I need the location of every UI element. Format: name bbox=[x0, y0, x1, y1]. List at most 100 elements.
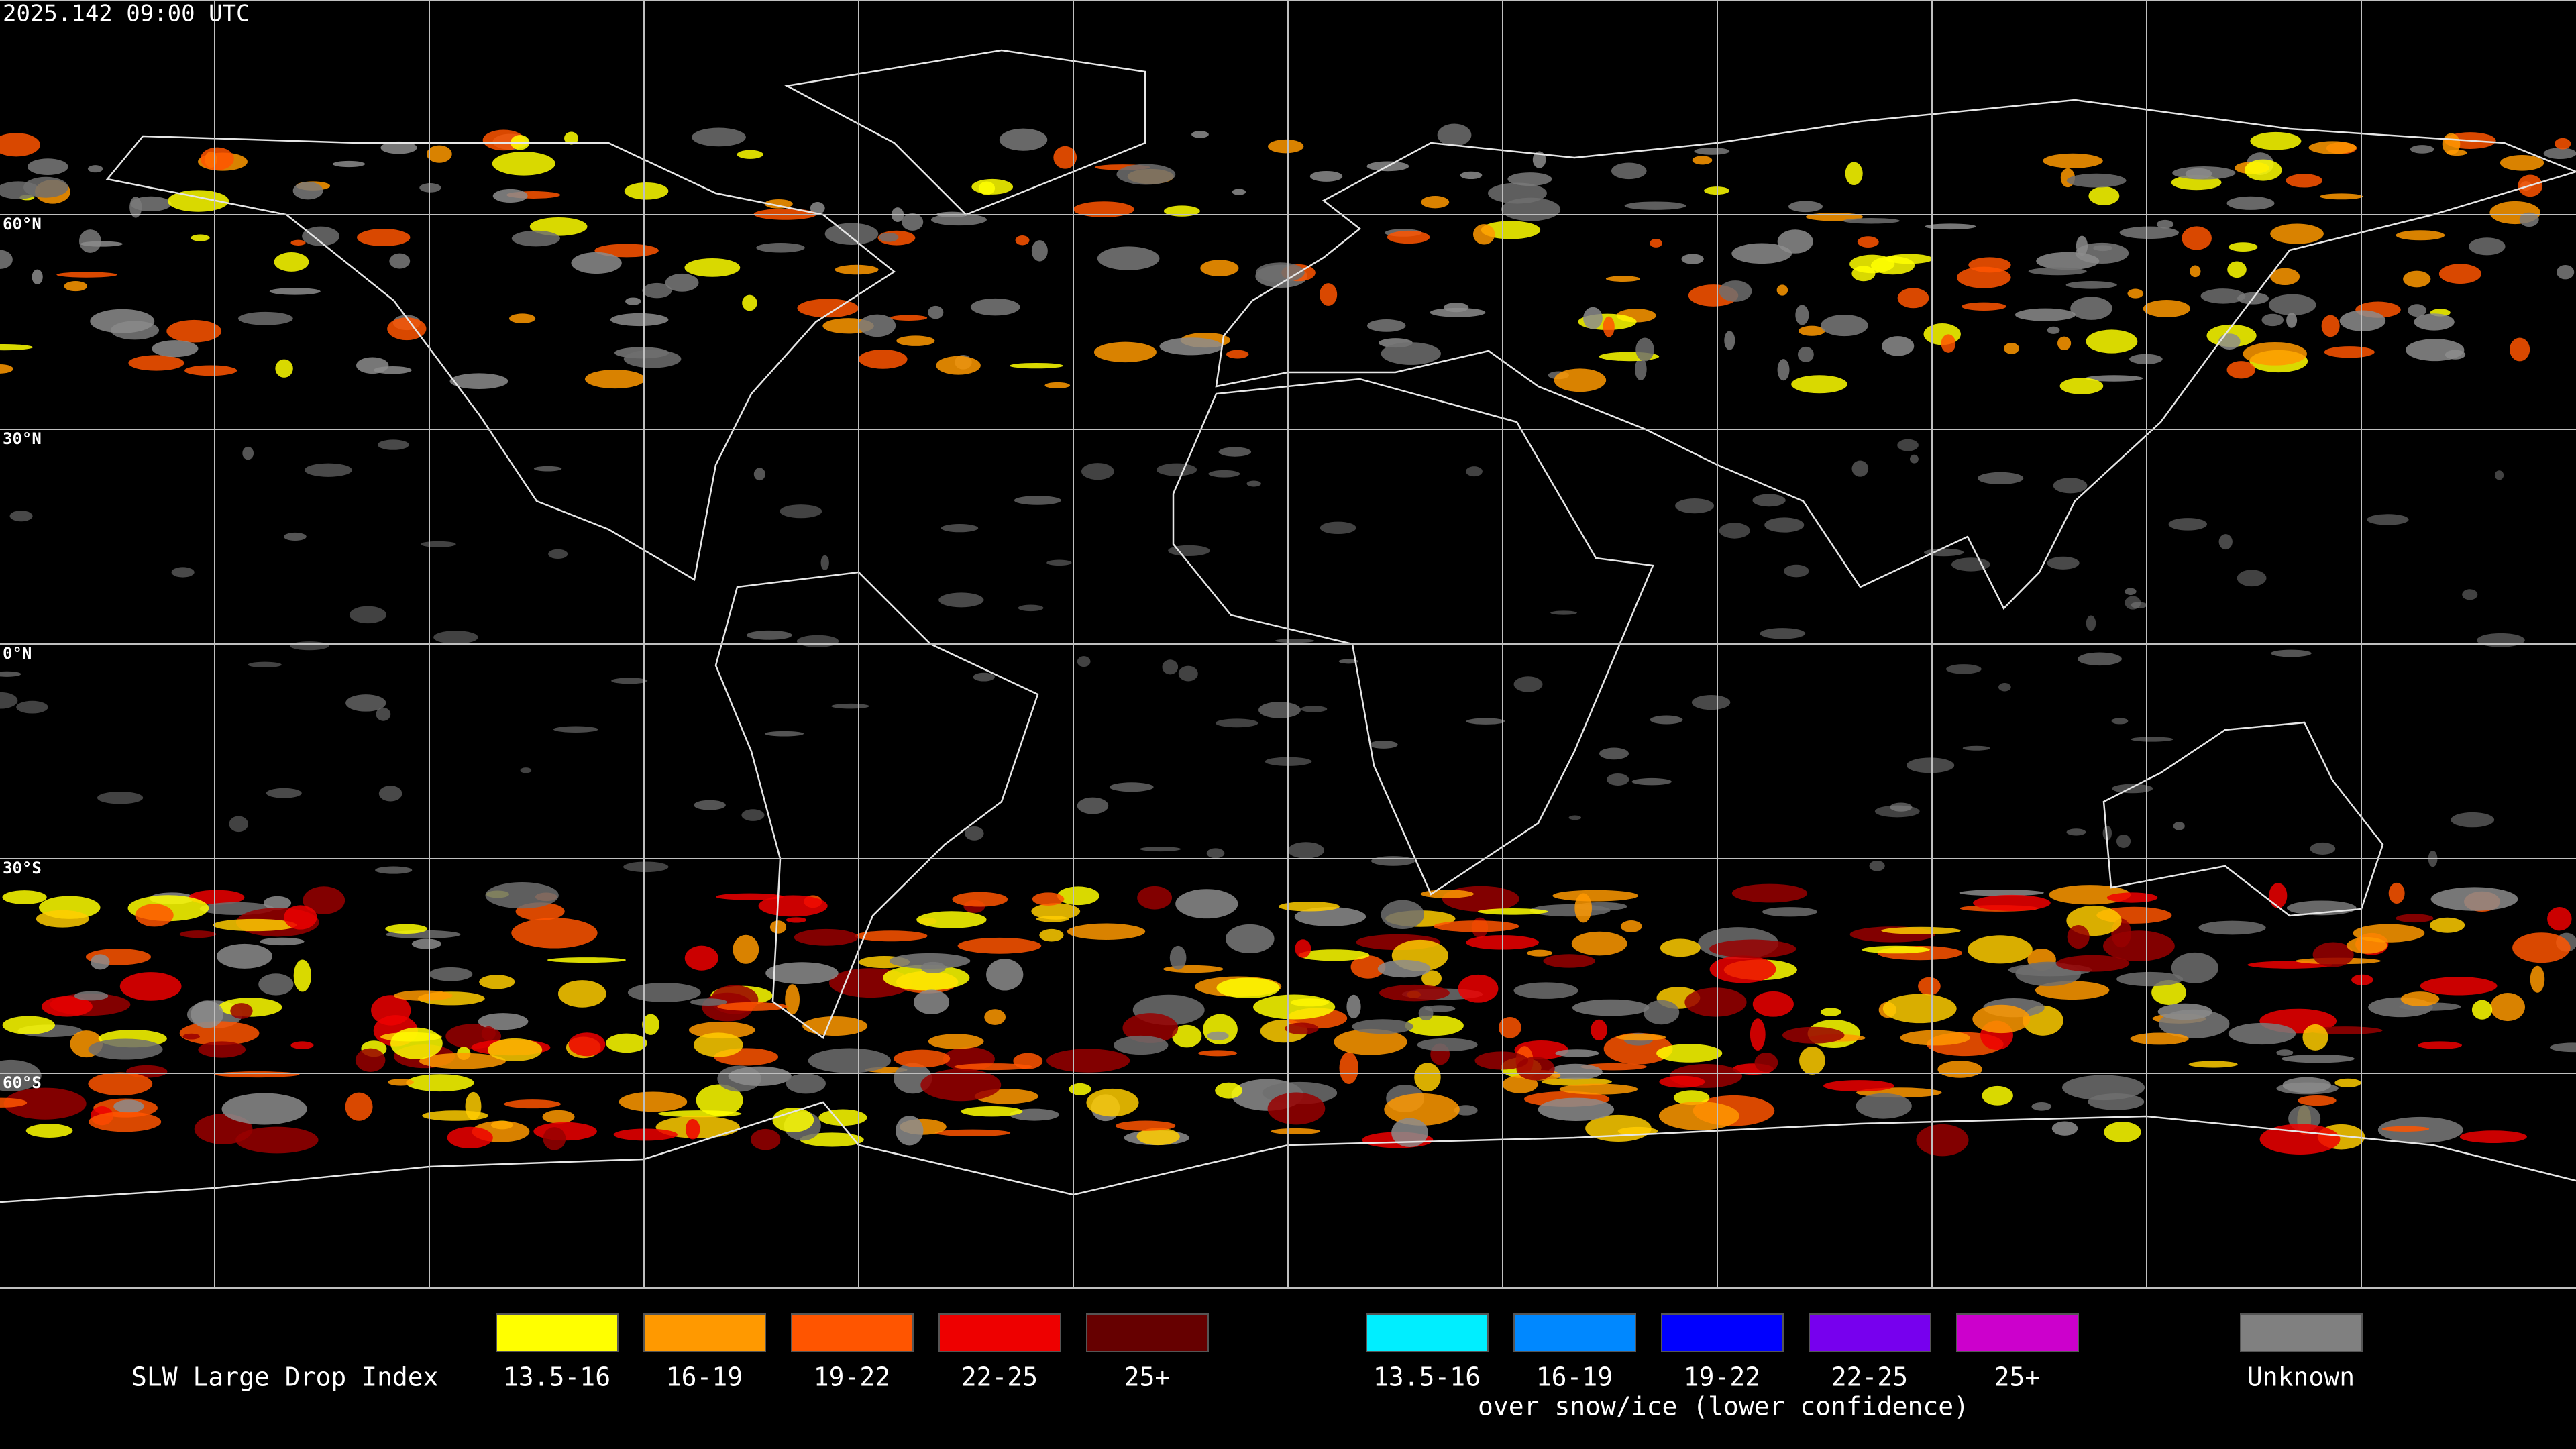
cloud-patch bbox=[1466, 466, 1483, 477]
cloud-patch bbox=[1650, 715, 1683, 724]
cloud-patch bbox=[800, 1132, 864, 1147]
cloud-patch bbox=[485, 882, 559, 909]
cloud-patch bbox=[1554, 368, 1607, 392]
cloud-patch bbox=[1258, 702, 1301, 718]
cloud-patch bbox=[447, 1126, 493, 1148]
cloud-patch bbox=[113, 1099, 144, 1113]
cloud-patch bbox=[235, 1126, 319, 1154]
cloud-patch bbox=[345, 694, 386, 712]
cloud-patch bbox=[2116, 971, 2184, 987]
cloud-patch bbox=[2059, 378, 2104, 394]
legend-swatch bbox=[496, 1313, 619, 1352]
cloud-patch bbox=[1032, 892, 1065, 906]
cloud-patch bbox=[1346, 994, 1361, 1019]
cloud-patch bbox=[1968, 257, 2011, 273]
cloud-patch bbox=[2312, 942, 2354, 967]
cloud-patch bbox=[1571, 931, 1627, 956]
cloud-patch bbox=[1309, 170, 1343, 182]
cloud-patch bbox=[785, 984, 800, 1015]
cloud-patch bbox=[128, 355, 184, 371]
cloud-patch bbox=[1583, 307, 1603, 329]
cloud-patch bbox=[1069, 1083, 1091, 1095]
cloud-patch bbox=[2396, 230, 2445, 241]
cloud-patch bbox=[824, 223, 879, 246]
legend-label: 16-19 bbox=[1536, 1362, 1613, 1392]
cloud-patch bbox=[794, 928, 859, 946]
cloud-patch bbox=[623, 861, 669, 873]
cloud-patch bbox=[1937, 1061, 1982, 1078]
cloud-patch bbox=[332, 160, 366, 168]
cloud-patch bbox=[1339, 1052, 1359, 1084]
cloud-patch bbox=[1631, 777, 1672, 786]
cloud-patch bbox=[1115, 1120, 1176, 1131]
cloud-patch bbox=[1057, 886, 1099, 906]
cloud-patch bbox=[260, 937, 305, 946]
cloud-patch bbox=[248, 661, 282, 668]
cloud-patch bbox=[2116, 834, 2131, 848]
cloud-patch bbox=[1287, 842, 1325, 859]
cloud-patch bbox=[1977, 472, 2024, 485]
cloud-patch bbox=[665, 273, 699, 292]
lat-label: 60°S bbox=[3, 1073, 42, 1092]
cloud-patch bbox=[1559, 1083, 1638, 1095]
cloud-patch bbox=[1381, 900, 1425, 929]
cloud-patch bbox=[1175, 889, 1238, 919]
legend-swatch bbox=[1366, 1313, 1489, 1352]
cloud-patch bbox=[2218, 534, 2233, 550]
cloud-patch bbox=[1572, 999, 1650, 1016]
legend-label: 19-22 bbox=[814, 1362, 890, 1392]
cloud-patch bbox=[2459, 1130, 2527, 1144]
cloud-patch bbox=[751, 1128, 781, 1150]
cloud-patch bbox=[1502, 1075, 1538, 1093]
cloud-patch bbox=[1550, 610, 1577, 615]
cloud-patch bbox=[2078, 652, 2122, 666]
cloud-patch bbox=[623, 350, 682, 368]
cloud-patch bbox=[1704, 186, 1729, 195]
cloud-patch bbox=[492, 189, 528, 203]
legend-swatch bbox=[1809, 1313, 1931, 1352]
cloud-patch bbox=[879, 232, 899, 242]
cloud-patch bbox=[999, 128, 1048, 151]
cloud-patch bbox=[191, 234, 210, 241]
cloud-patch bbox=[2286, 174, 2322, 188]
cloud-patch bbox=[56, 272, 117, 278]
cloud-patch bbox=[883, 965, 970, 991]
coast-africa bbox=[1172, 378, 1654, 896]
cloud-patch bbox=[1350, 955, 1386, 979]
cloud-patch bbox=[1298, 949, 1370, 961]
legend-swatch bbox=[1086, 1313, 1209, 1352]
cloud-patch bbox=[2173, 822, 2185, 830]
cloud-patch bbox=[728, 1066, 792, 1086]
cloud-patch bbox=[2112, 784, 2153, 794]
cloud-patch bbox=[421, 541, 456, 547]
cloud-patch bbox=[1044, 382, 1071, 389]
cloud-patch bbox=[1294, 907, 1366, 926]
legend-label: 22-25 bbox=[961, 1362, 1038, 1392]
legend-label: 25+ bbox=[1124, 1362, 1171, 1392]
cloud-patch bbox=[1624, 201, 1686, 210]
cloud-patch bbox=[1417, 1038, 1478, 1052]
cloud-patch bbox=[769, 920, 787, 934]
cloud-patch bbox=[2512, 932, 2571, 963]
cloud-patch bbox=[1673, 1090, 1710, 1106]
cloud-patch bbox=[1442, 885, 1519, 912]
cloud-patch bbox=[36, 910, 89, 928]
cloud-patch bbox=[2321, 315, 2340, 337]
cloud-patch bbox=[1046, 1049, 1130, 1073]
cloud-patch bbox=[0, 1097, 28, 1108]
cloud-patch bbox=[1039, 928, 1064, 942]
cloud-patch bbox=[1692, 156, 1713, 165]
cloud-patch bbox=[16, 700, 48, 714]
cloud-patch bbox=[90, 309, 155, 333]
cloud-patch bbox=[1616, 1034, 1666, 1041]
cloud-patch bbox=[78, 229, 101, 253]
cloud-patch bbox=[2085, 375, 2143, 382]
cloud-patch bbox=[119, 972, 182, 1001]
cloud-patch bbox=[684, 258, 741, 277]
cloud-patch bbox=[696, 1084, 743, 1116]
cloud-patch bbox=[764, 731, 804, 737]
cloud-patch bbox=[831, 703, 869, 709]
cloud-patch bbox=[356, 357, 389, 374]
cloud-patch bbox=[2462, 589, 2478, 600]
